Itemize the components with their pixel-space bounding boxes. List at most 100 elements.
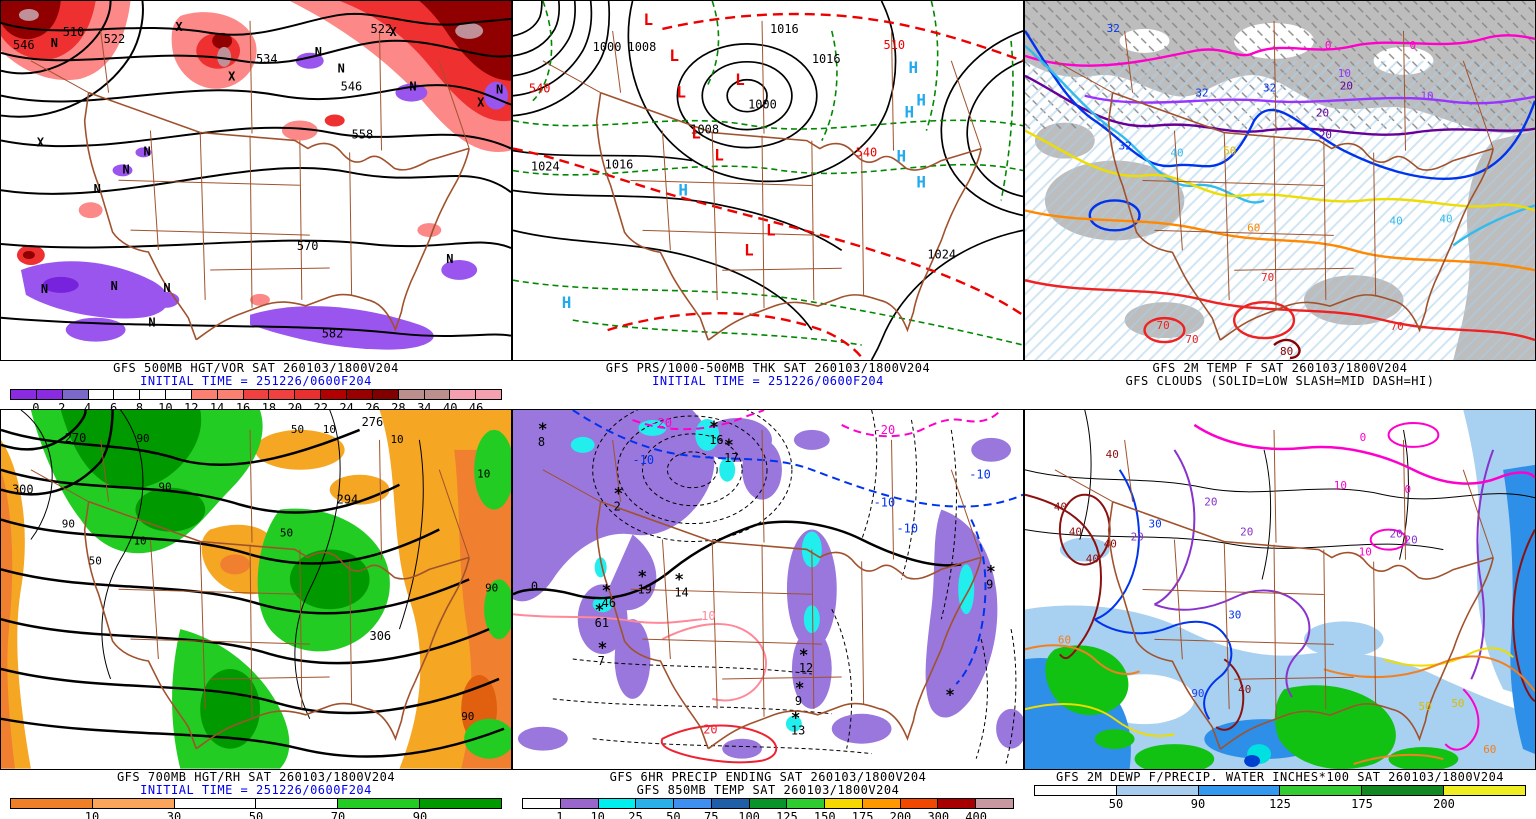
map-label: 1016 [812,52,841,66]
panel-700mb-hgt-rh: 270 276 294 300 306 90 90 90 50 10 10 10 50 10 50 90 90 … [0,409,512,819]
map-label: 270 [65,431,87,445]
map-label: 60 [1483,743,1496,756]
vorticity-shading [1,1,511,350]
map-6hr-precip: 0 -10 -10 -10 -10 -20 -20 10 20 * * * * * * * * * * * * * * 8 16… [512,409,1024,770]
map-label: 16 [709,433,723,447]
map-label: 582 [322,327,344,341]
map-label: 90 [461,710,474,723]
map-label: N [41,282,48,296]
colorbar-label: 8 [135,400,144,409]
colorbar-segment [899,798,938,808]
colorbar-label: 400 [965,809,987,819]
map-label: H [562,293,572,312]
colorbar-label: 4 [84,400,92,409]
map-label: N [94,182,101,196]
colorbar-label: 125 [1269,797,1291,811]
map-label: 70 [1185,333,1198,346]
colorbar-label: 175 [851,809,874,819]
map-label: -20 [650,416,672,430]
map-label: L [744,240,754,259]
pwat-shading [1025,410,1535,769]
height-contours [1,1,511,337]
colorbar-label: 300 [927,809,950,819]
map-label: 20 [1319,129,1332,142]
colorbar-segment [710,798,749,808]
map-label: 1016 [605,158,634,172]
map-label: 90 [1191,687,1204,700]
panel-prs-thk: 1000 1008 1016 1016 1000 1008 1016 1024 1024 540 5… [512,0,1024,409]
colorbar-label: 175 [1351,797,1373,811]
map-label: -10 [874,496,896,510]
map-label: 10 [1359,546,1372,559]
map-label: 40 [1069,526,1082,539]
map-label: * [598,638,608,657]
colorbar-segment [337,798,420,808]
map-label: 40 [1054,501,1067,514]
map-prs-thk: 1000 1008 1016 1016 1000 1008 1016 1024 1024 540 5… [512,0,1024,361]
map-label: 40 [1104,538,1117,551]
map-2m-temp-clouds: 0 0 10 10 20 20 20 32 32 32 32 40 40 40 50 60 70 70 70 70 80 [1024,0,1536,361]
caption-block: GFS PRS/1000-500MB THK SAT 260103/1800V2… [512,361,1024,388]
map-label: L [643,10,653,29]
map-label: 40 [1106,448,1119,461]
map-label: 10 [323,423,336,436]
map-label: 10 [701,609,715,623]
map-label: * [709,417,719,436]
map-label: 70 [1391,320,1404,333]
map-label: * [638,566,648,585]
map-label: 276 [362,415,384,429]
colorbar-label: 125 [776,809,798,819]
caption-initial-time: INITIAL TIME = 251226/0600F204 [140,373,372,388]
caption-initial-time: INITIAL TIME = 251226/0600F204 [140,782,372,797]
thickness-contours-green [513,1,1023,346]
colorbar-label: 46 [468,400,484,409]
map-label: H [904,103,914,122]
850-temp-zero-line [513,520,962,600]
colorbar-segment [824,798,862,808]
colorbar-segment [190,389,217,399]
map-label: 20 [1405,534,1418,547]
colorbar-label: 14 [209,400,225,409]
map-label: * [945,685,955,704]
colorbar-segment [975,798,1013,808]
map-label: 61 [595,616,609,630]
temp-contours [1025,30,1535,360]
map-label: 40 [1439,212,1452,225]
map-label: * [538,419,548,438]
map-label: 7 [598,654,605,668]
panel-6hr-precip: 0 -10 -10 -10 -10 -20 -20 10 20 * * * * * * * * * * * * * * 8 16… [512,409,1024,819]
map-label: H [916,91,926,110]
colorbar-label: 100 [738,809,760,819]
vorticity-colorbar: 0 2 4 6 8 10 12 14 16 18 20 22 24 26 28 34 40 46 [10,388,502,409]
colorbar-segment [113,389,140,399]
colorbar-segment [87,389,114,399]
colorbar-label: 50 [248,809,264,819]
map-label: 510 [63,25,85,39]
map-label: 32 [1119,140,1132,153]
map-label: 32 [1263,82,1276,95]
map-label: * [724,435,734,454]
rh-shading [1,410,511,769]
colorbar-segment [61,389,88,399]
colorbar-strip [1034,785,1526,796]
colorbar-labels: 1 10 25 50 75 100 125 150 175 200 300 400 [522,809,1014,819]
map-label: H [896,147,906,166]
colorbar-label: 70 [330,809,346,819]
colorbar-label: 50 [666,809,681,819]
map-label: 10 [1334,479,1347,492]
colorbar-segment [523,798,560,808]
mslp-contours [513,1,1023,360]
colorbar-label: 26 [365,400,380,409]
colorbar-segment [419,798,501,808]
map-art-rh: 270 276 294 300 306 90 90 90 50 10 10 10 50 10 50 90 90 [1,410,511,769]
map-label: 0 [531,579,538,593]
map-label: 300 [12,483,34,497]
map-label: 540 [856,146,878,160]
colorbar-strip [522,797,1014,809]
map-label: N [143,144,150,158]
